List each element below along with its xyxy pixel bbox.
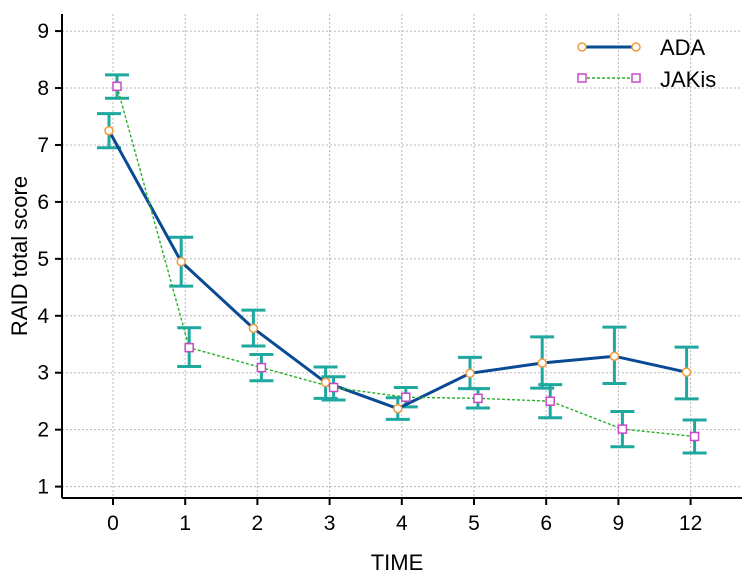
x-tick-label: 0 xyxy=(107,512,119,535)
legend-marker-jakis xyxy=(631,73,641,83)
y-tick-label: 3 xyxy=(37,362,49,385)
x-tick-label: 12 xyxy=(679,512,702,535)
data-point-ada xyxy=(537,358,547,368)
y-tick-label: 9 xyxy=(37,20,49,43)
series-line-jakis xyxy=(116,86,695,438)
grid xyxy=(62,14,742,498)
data-point-jakis xyxy=(328,382,339,393)
x-axis-title: TIME xyxy=(371,550,424,575)
data-point-ada xyxy=(393,403,403,414)
series-markers xyxy=(104,81,700,442)
axes xyxy=(55,14,742,505)
x-tick-label: 1 xyxy=(179,512,191,535)
data-point-ada xyxy=(320,377,331,388)
data-point-ada xyxy=(681,367,692,377)
y-tick-label: 1 xyxy=(37,476,49,499)
data-point-jakis xyxy=(473,393,483,404)
data-point-ada xyxy=(176,256,186,267)
y-tick-label: 6 xyxy=(37,191,49,214)
x-tick-label: 3 xyxy=(324,512,336,535)
data-point-jakis xyxy=(401,392,411,402)
y-tick-label: 7 xyxy=(37,134,49,157)
y-tick-label: 2 xyxy=(37,419,49,442)
data-point-ada xyxy=(465,368,475,379)
data-point-jakis xyxy=(256,362,267,373)
data-point-jakis xyxy=(184,342,194,353)
y-tick-label: 4 xyxy=(37,305,49,328)
x-tick-label: 6 xyxy=(540,512,552,535)
legend: ADA JAKis xyxy=(577,35,716,92)
data-point-ada xyxy=(609,351,620,361)
y-tick-label: 5 xyxy=(37,248,49,271)
data-point-ada xyxy=(248,323,259,334)
legend-label-jakis: JAKis xyxy=(660,67,716,92)
y-axis-title: RAID total score xyxy=(7,176,32,336)
legend-marker-jakis xyxy=(577,73,587,83)
legend-marker-ada xyxy=(577,42,587,52)
data-point-jakis xyxy=(545,396,555,406)
x-tick-label: 5 xyxy=(468,512,480,535)
x-tick-label: 9 xyxy=(613,512,625,535)
x-tick-label: 4 xyxy=(396,512,408,535)
data-point-jakis xyxy=(617,424,628,434)
data-point-ada xyxy=(104,125,114,136)
legend-marker-ada xyxy=(631,42,641,52)
data-point-jakis xyxy=(689,431,700,442)
data-point-jakis xyxy=(112,81,122,92)
y-tick-label: 8 xyxy=(37,77,49,100)
legend-label-ada: ADA xyxy=(660,35,706,60)
x-tick-label: 2 xyxy=(252,512,264,535)
